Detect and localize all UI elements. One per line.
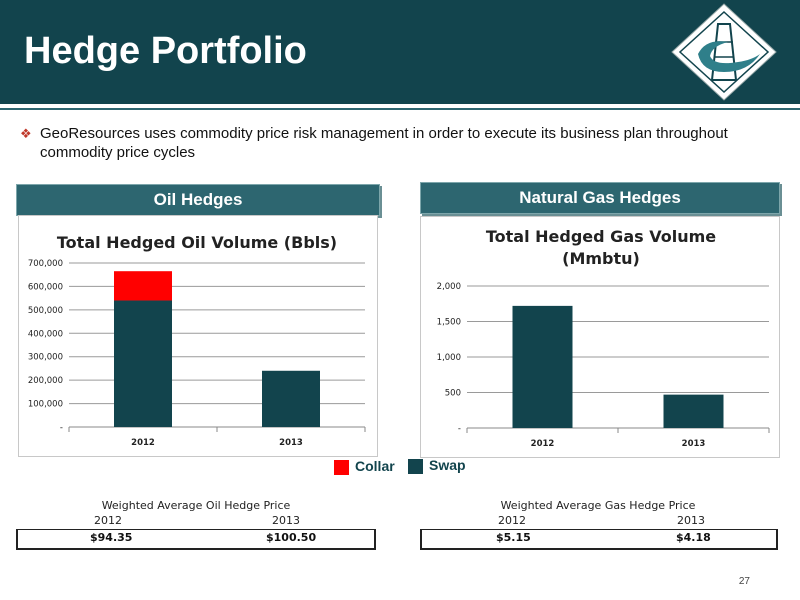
gas-volume-chart: Total Hedged Gas Volume (Mmbtu) - 500 1,000 1… xyxy=(437,227,770,449)
bullet-text: GeoResources uses commodity price risk m… xyxy=(40,125,728,161)
legend-collar-label: Collar xyxy=(355,458,395,474)
gas-bar-swap-2012 xyxy=(512,305,573,428)
gas-chart-panel: Total Hedged Gas Volume (Mmbtu) - 500 1,000 1… xyxy=(420,216,780,458)
gas-chart-subtitle: (Mmbtu) xyxy=(562,249,640,268)
gas-x-tick-label: 2013 xyxy=(682,439,706,449)
gas-chart-title: Total Hedged Gas Volume xyxy=(486,227,716,246)
oil-hedges-header: Oil Hedges xyxy=(16,184,380,216)
legend-swap-label: Swap xyxy=(429,457,466,473)
oil-y-tick-label: - xyxy=(60,423,63,433)
oil-bar-collar-2012 xyxy=(114,271,172,301)
oil-x-tick-label: 2013 xyxy=(279,438,303,448)
gas-y-tick-label: 1,000 xyxy=(437,353,461,363)
oil-y-tick-label: 300,000 xyxy=(28,353,63,363)
oil-price-title: Weighted Average Oil Hedge Price xyxy=(101,499,291,512)
oil-volume-chart: Total Hedged Oil Volume (Bbls) - 100,000 20… xyxy=(28,233,366,448)
oil-price-year-2013: 2013 xyxy=(272,514,300,527)
gas-bar-swap-2013 xyxy=(663,394,724,428)
gas-price-year-2013: 2013 xyxy=(677,514,705,527)
oil-y-tick-label: 100,000 xyxy=(28,400,63,410)
gas-y-tick-label: 2,000 xyxy=(437,282,461,292)
oil-price-year-2012: 2012 xyxy=(94,514,122,527)
gas-x-tick-label: 2012 xyxy=(531,439,555,449)
oil-y-tick-label: 200,000 xyxy=(28,376,63,386)
oil-y-tick-label: 500,000 xyxy=(28,306,63,316)
oil-chart-panel: Total Hedged Oil Volume (Bbls) - 100,000 20… xyxy=(18,215,378,457)
gas-price-2013: $4.18 xyxy=(676,531,711,544)
gas-price-table: $5.15 $4.18 xyxy=(420,529,778,550)
page-number: 27 xyxy=(738,576,750,587)
oil-y-tick-label: 600,000 xyxy=(28,282,63,292)
bullet-diamond-icon: ❖ xyxy=(20,126,32,141)
legend-collar-swatch xyxy=(334,460,349,475)
company-logo xyxy=(671,3,777,101)
gas-price-year-2012: 2012 xyxy=(498,514,526,527)
gas-y-tick-label: 500 xyxy=(445,389,461,399)
oil-chart-title: Total Hedged Oil Volume (Bbls) xyxy=(57,233,337,252)
gas-price-2012: $5.15 xyxy=(496,531,531,544)
header-divider-shadow xyxy=(0,108,800,110)
oil-y-tick-label: 400,000 xyxy=(28,329,63,339)
oil-bar-swap-2013 xyxy=(262,370,320,427)
oil-price-2012: $94.35 xyxy=(90,531,133,544)
gas-y-tick-label: - xyxy=(458,424,461,434)
oil-y-tick-label: 700,000 xyxy=(28,259,63,269)
gas-price-title: Weighted Average Gas Hedge Price xyxy=(500,499,696,512)
oil-price-2013: $100.50 xyxy=(266,531,317,544)
oil-x-tick-label: 2012 xyxy=(131,438,155,448)
header-bar xyxy=(0,0,800,104)
legend-swap-swatch xyxy=(408,459,423,474)
page-title: Hedge Portfolio xyxy=(24,30,307,72)
gas-y-tick-label: 1,500 xyxy=(437,318,461,328)
oil-bar-swap-2012 xyxy=(114,300,172,427)
header-divider xyxy=(0,104,800,108)
oil-price-table: $94.35 $100.50 xyxy=(16,529,376,550)
gas-hedges-header: Natural Gas Hedges xyxy=(420,182,780,214)
